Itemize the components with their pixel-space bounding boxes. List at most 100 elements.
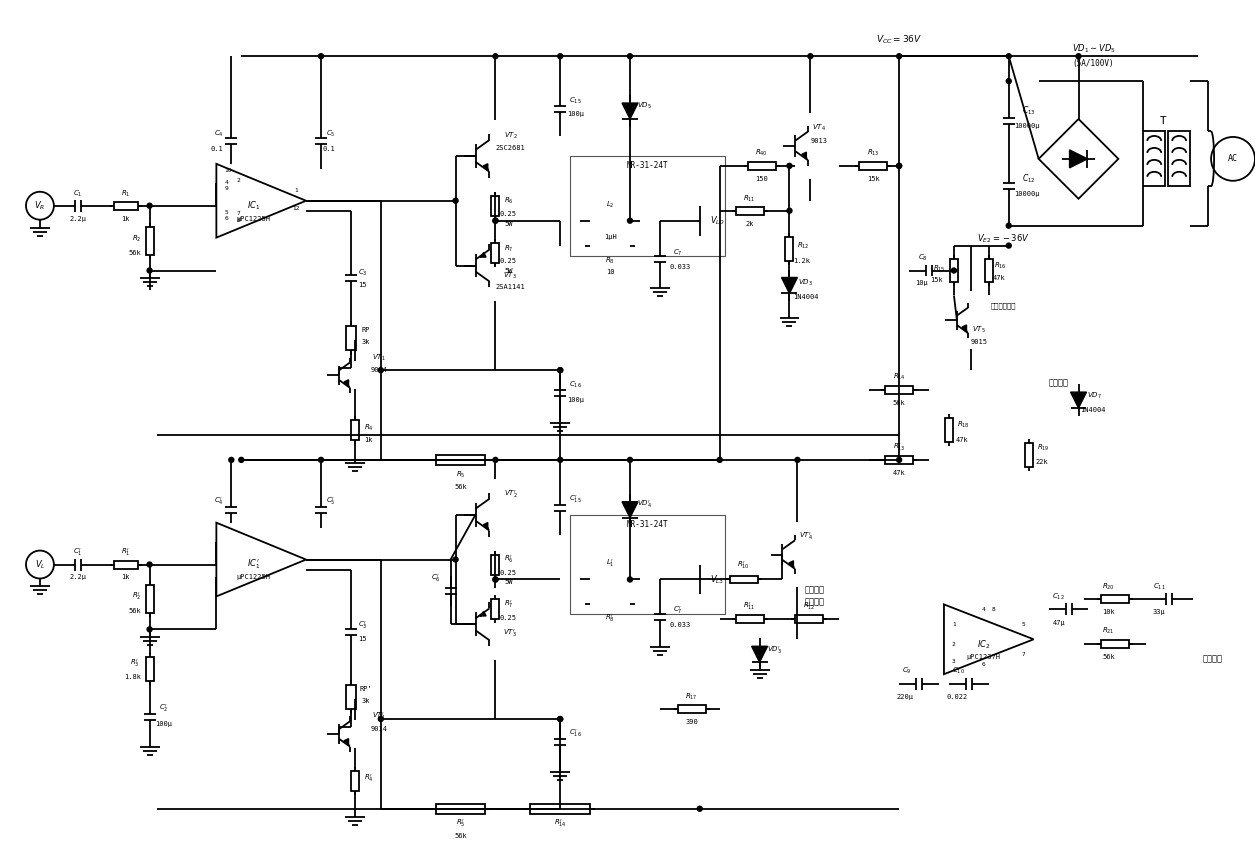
Text: $VT_4'$: $VT_4'$	[799, 531, 813, 543]
Text: $R_3'$: $R_3'$	[129, 658, 140, 670]
Text: 220μ: 220μ	[896, 695, 914, 700]
Text: $R_{17}$: $R_{17}$	[685, 692, 698, 702]
Circle shape	[696, 577, 703, 583]
Circle shape	[787, 209, 792, 213]
Text: 22k: 22k	[1036, 459, 1048, 465]
Bar	[796, 616, 823, 623]
Text: $C_3$: $C_3$	[358, 267, 368, 277]
Text: $C_5$: $C_5$	[326, 129, 336, 139]
Circle shape	[808, 53, 813, 59]
Text: 6: 6	[224, 216, 228, 221]
Text: 9014: 9014	[371, 726, 387, 732]
Text: 10000μ: 10000μ	[1014, 123, 1040, 129]
Text: 2: 2	[952, 642, 955, 647]
Text: 1.8k: 1.8k	[124, 674, 141, 680]
Circle shape	[657, 577, 662, 582]
Text: $C_{15}$: $C_{15}$	[569, 96, 582, 106]
Text: $R_{14}$: $R_{14}$	[892, 372, 905, 382]
Text: $VT_3$: $VT_3$	[504, 271, 518, 281]
Text: 3: 3	[952, 659, 955, 664]
Circle shape	[558, 53, 563, 59]
Text: $V_{E2}=-36V$: $V_{E2}=-36V$	[978, 232, 1031, 245]
Circle shape	[952, 268, 957, 273]
Circle shape	[627, 218, 632, 223]
Text: 0.25: 0.25	[500, 570, 517, 576]
Bar	[146, 226, 153, 254]
Text: $R_5$: $R_5$	[456, 470, 465, 480]
Text: 0.25: 0.25	[500, 210, 517, 217]
Text: $C_9$: $C_9$	[903, 666, 911, 677]
Text: 3k: 3k	[362, 339, 370, 345]
Text: 2: 2	[236, 178, 240, 183]
Text: $C_1$: $C_1$	[73, 188, 83, 199]
Text: $R_{13}$: $R_{13}$	[867, 148, 880, 158]
Bar	[735, 616, 763, 623]
Circle shape	[657, 218, 662, 223]
Text: $R_1$: $R_1$	[121, 188, 131, 199]
Text: $V_L$: $V_L$	[35, 558, 45, 571]
Circle shape	[627, 457, 632, 462]
Circle shape	[558, 717, 563, 722]
Text: 2SC2681: 2SC2681	[495, 145, 525, 151]
Circle shape	[896, 164, 901, 169]
Bar	[436, 455, 485, 465]
Text: $C_{16}$: $C_{16}$	[568, 380, 582, 390]
Text: 1k: 1k	[122, 215, 129, 221]
Text: 33μ: 33μ	[1153, 610, 1165, 616]
Text: （过载检测）: （过载检测）	[991, 302, 1017, 309]
Text: 56k: 56k	[128, 249, 141, 255]
Bar	[729, 576, 758, 583]
Bar	[590, 241, 630, 250]
Polygon shape	[1071, 392, 1086, 408]
Text: 100μ: 100μ	[155, 721, 172, 727]
Polygon shape	[216, 164, 305, 237]
Text: $V_{CC}=36V$: $V_{CC}=36V$	[876, 33, 923, 46]
Text: $VT_4$: $VT_4$	[812, 123, 826, 133]
Bar	[351, 420, 360, 440]
Text: 3k: 3k	[362, 698, 370, 704]
Circle shape	[627, 577, 632, 582]
Text: $C_{15}'$: $C_{15}'$	[569, 494, 582, 505]
Text: $C_4'$: $C_4'$	[215, 496, 224, 508]
Text: 5: 5	[224, 210, 228, 215]
Text: 8: 8	[236, 218, 240, 223]
Text: 15: 15	[358, 636, 367, 642]
Text: 8: 8	[992, 607, 996, 612]
Bar	[735, 207, 763, 215]
Text: MR-31-24T: MR-31-24T	[627, 520, 669, 529]
Bar	[1101, 595, 1129, 604]
Text: RP': RP'	[360, 686, 372, 692]
Bar	[491, 600, 499, 619]
Polygon shape	[752, 646, 768, 662]
Text: 7: 7	[1022, 652, 1026, 656]
Text: 9: 9	[224, 187, 228, 192]
Bar	[146, 585, 153, 613]
Bar	[984, 259, 993, 282]
Text: $R_{16}$: $R_{16}$	[994, 260, 1007, 271]
Text: $R_{40}$: $R_{40}$	[755, 148, 768, 158]
Text: 10μ: 10μ	[915, 281, 928, 287]
Text: $C_{12}$: $C_{12}$	[1052, 591, 1065, 601]
Text: 56k: 56k	[454, 833, 466, 839]
Bar	[1101, 640, 1129, 648]
Text: $C_5'$: $C_5'$	[326, 496, 336, 508]
Bar	[113, 561, 137, 568]
Text: 1N4004: 1N4004	[793, 294, 818, 300]
Circle shape	[558, 717, 563, 722]
Text: 5W: 5W	[504, 267, 513, 274]
Text: $VT_2'$: $VT_2'$	[504, 488, 517, 501]
Text: $R_7'$: $R_7'$	[504, 600, 513, 611]
Text: $VT_5$: $VT_5$	[972, 325, 985, 336]
Bar	[436, 804, 485, 814]
Text: $R_{13}'$: $R_{13}'$	[892, 442, 905, 454]
Bar	[786, 237, 793, 260]
Text: $VT_3'$: $VT_3'$	[504, 628, 518, 640]
Text: 2.2μ: 2.2μ	[69, 215, 87, 221]
Text: $IC_1'$: $IC_1'$	[246, 558, 260, 572]
Bar	[530, 804, 590, 814]
Text: 9015: 9015	[970, 339, 987, 345]
Text: $V_{LO}$: $V_{LO}$	[710, 215, 725, 227]
Text: 56k: 56k	[892, 400, 905, 406]
Text: 1N4004: 1N4004	[1080, 407, 1105, 413]
Text: $C_{10}$: $C_{10}$	[953, 666, 965, 677]
